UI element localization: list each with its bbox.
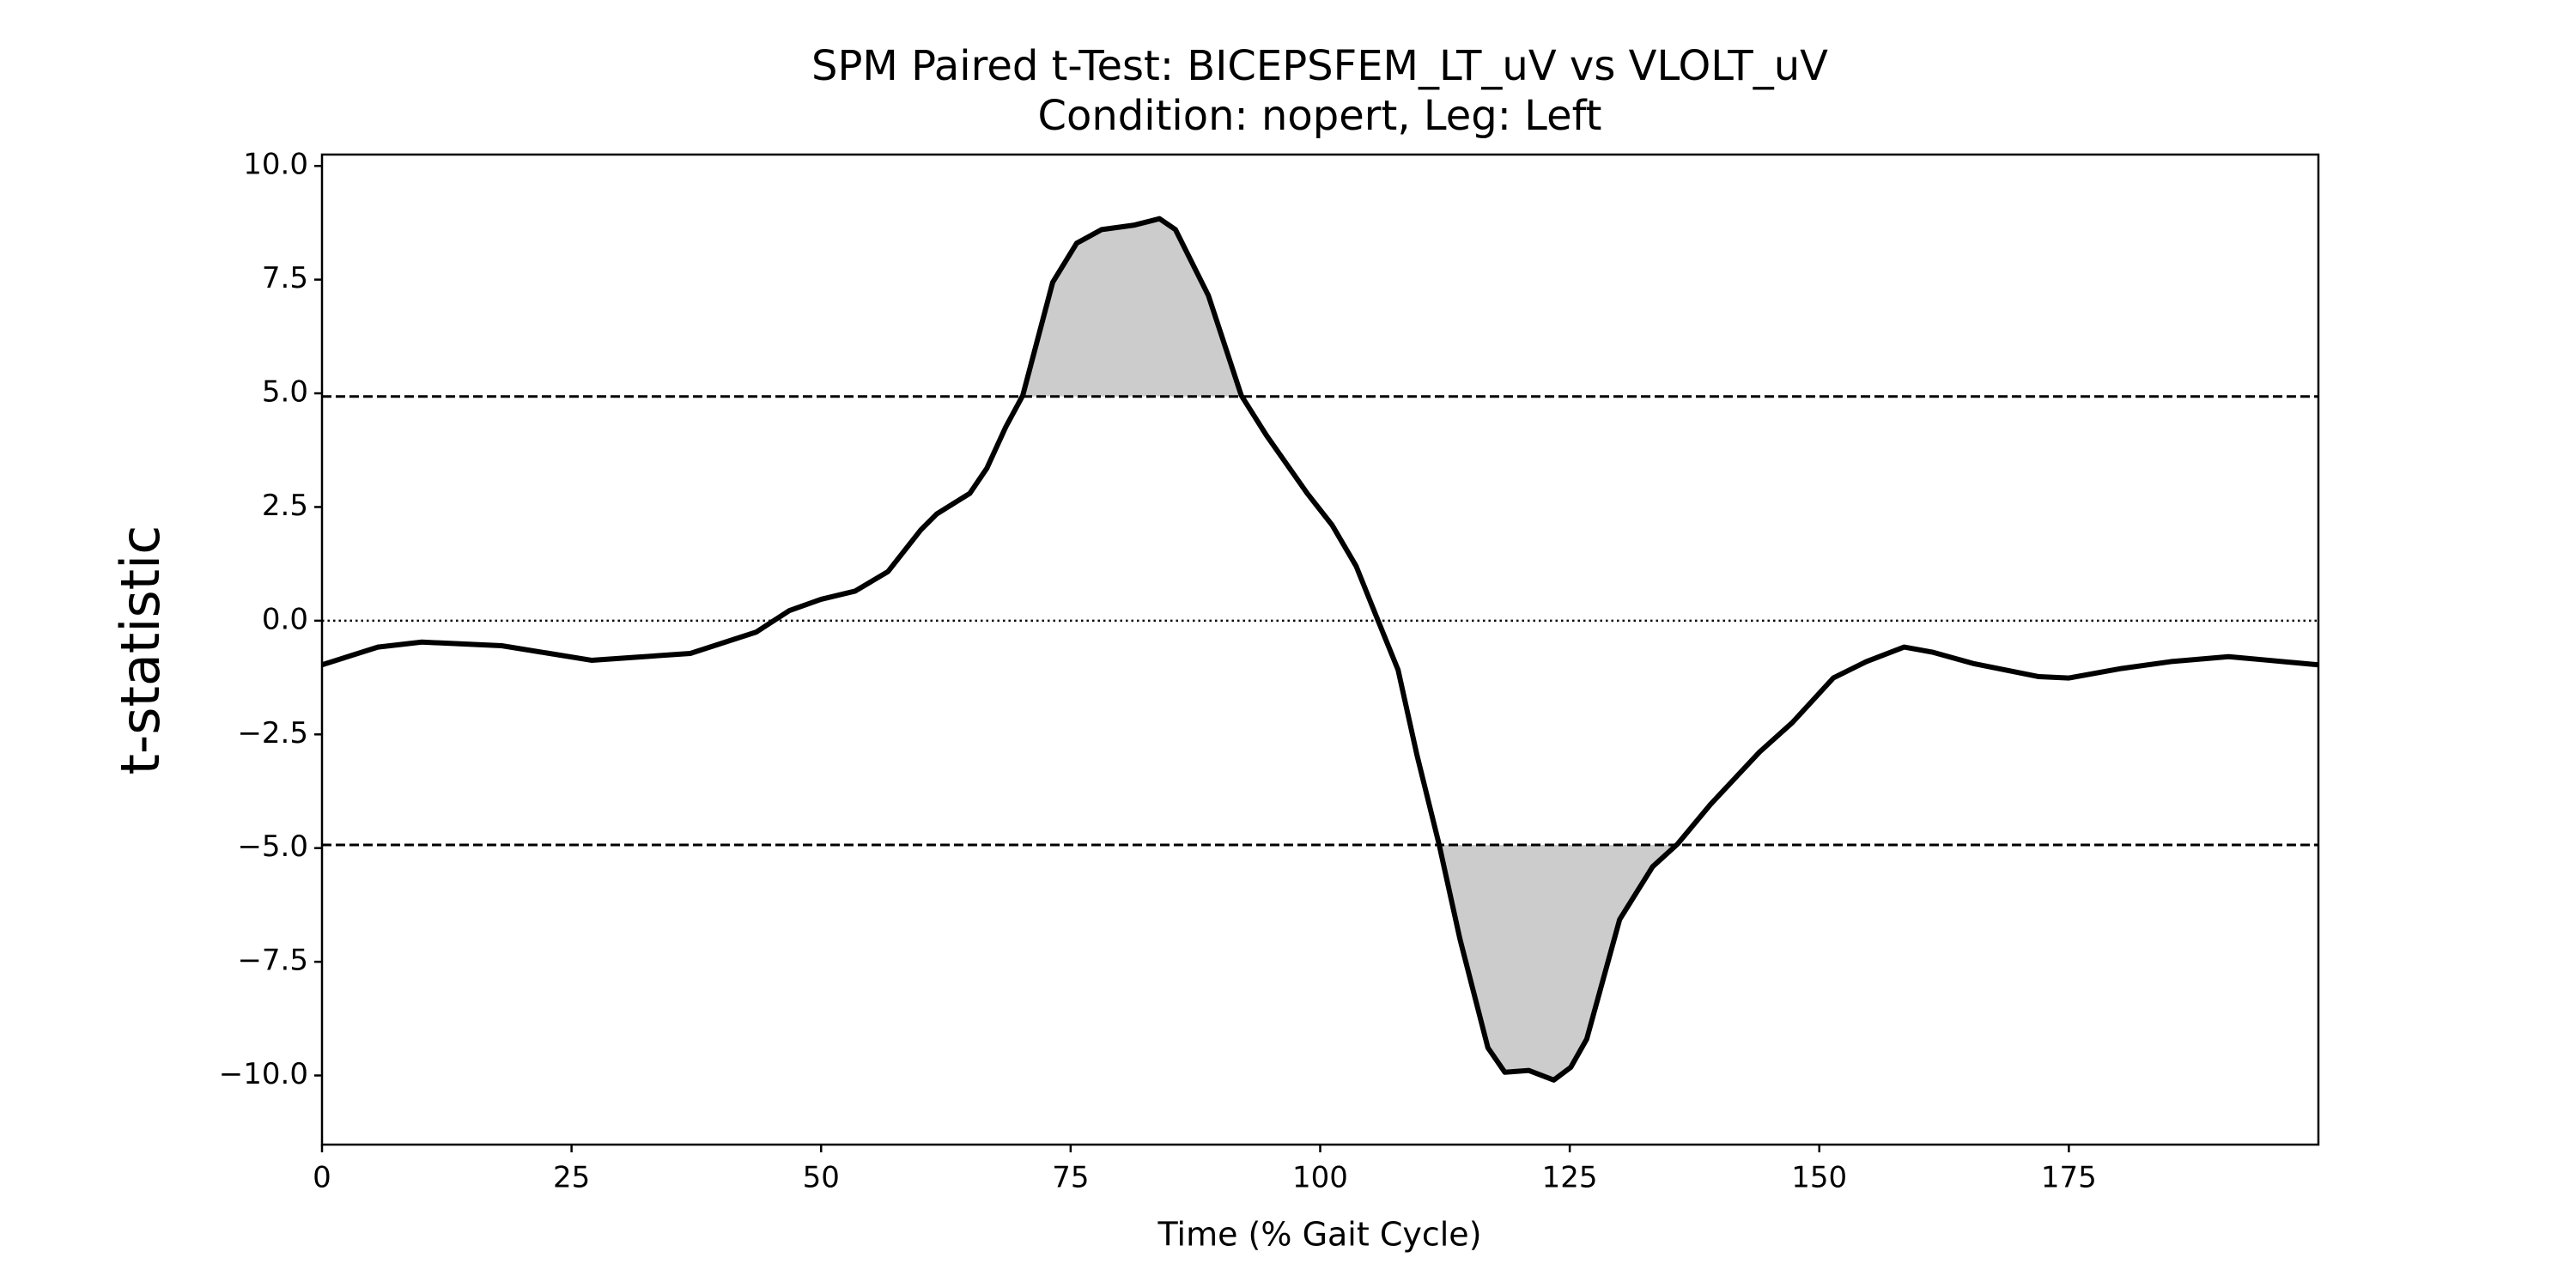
suprathreshold-cluster <box>1439 844 1677 1080</box>
plot-frame <box>320 153 2320 1146</box>
y-tick-label: 7.5 <box>262 261 308 295</box>
y-tick-label: 2.5 <box>262 489 308 523</box>
spm-curve <box>321 216 2319 1083</box>
x-tick-label: 150 <box>1791 1161 1847 1195</box>
x-axis-label: Time (% Gait Cycle) <box>1157 1216 1481 1254</box>
x-tick-label: 125 <box>1542 1161 1598 1195</box>
x-tick-label: 50 <box>803 1161 840 1195</box>
x-tick-label: 25 <box>553 1161 590 1195</box>
x-tick-label: 0 <box>313 1161 331 1195</box>
y-tick-label: 10.0 <box>243 148 308 182</box>
y-tick-label: 5.0 <box>262 375 308 410</box>
suprathreshold-cluster <box>322 218 2318 397</box>
y-axis-label: t-statistic <box>109 526 172 775</box>
chart-subtitle: Condition: nopert, Leg: Left <box>1038 92 1602 140</box>
chart-title: SPM Paired t-Test: BICEPSFEM_LT_uV vs VL… <box>811 42 1828 90</box>
y-tick-label: 0.0 <box>262 602 308 636</box>
x-tick-label: 175 <box>2041 1161 2097 1195</box>
x-tick-label: 100 <box>1292 1161 1348 1195</box>
x-tick-label: 75 <box>1052 1161 1089 1195</box>
y-tick-label: −7.5 <box>237 944 308 978</box>
y-tick-label: −10.0 <box>219 1057 308 1091</box>
y-tick-label: −2.5 <box>237 716 308 750</box>
y-tick-label: −5.0 <box>237 829 308 864</box>
